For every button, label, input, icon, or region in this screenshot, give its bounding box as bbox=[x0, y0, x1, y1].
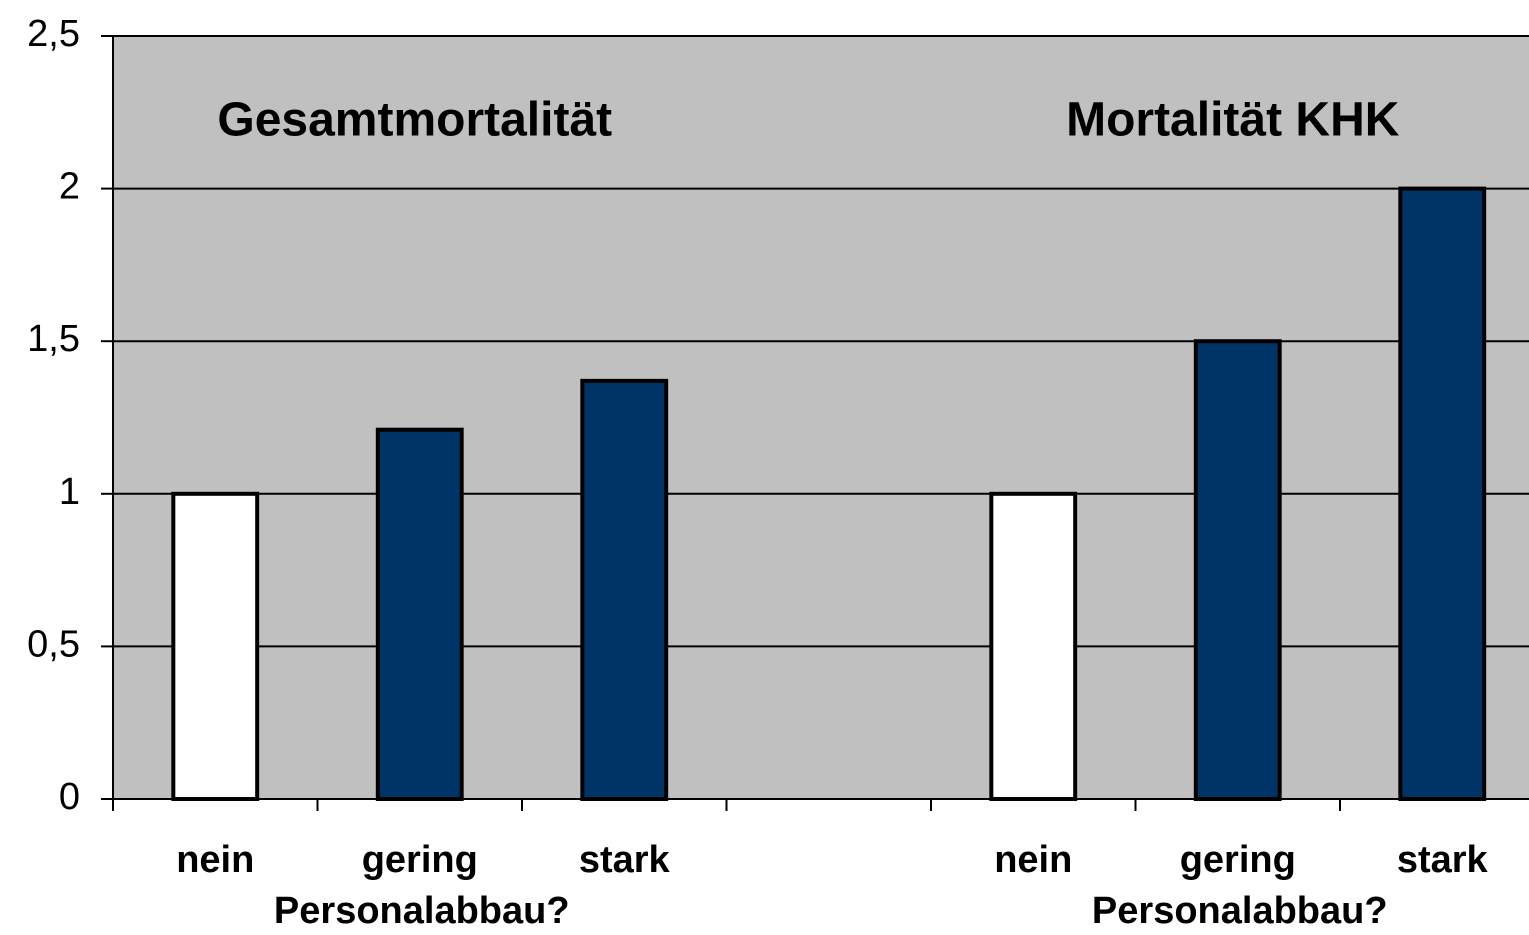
y-tick-label: 1,5 bbox=[27, 318, 80, 360]
x-axis-label: Personalabbau? bbox=[1092, 890, 1388, 932]
group-title: Gesamtmortalität bbox=[217, 94, 612, 147]
x-tick-label: gering bbox=[362, 839, 478, 881]
y-tick-label: 0 bbox=[59, 776, 80, 818]
x-tick-label: stark bbox=[1397, 839, 1489, 881]
x-tick-label: nein bbox=[994, 839, 1072, 881]
group-title: Mortalität KHK bbox=[1066, 94, 1400, 147]
bar bbox=[1193, 339, 1282, 801]
x-tick-label: stark bbox=[579, 839, 671, 881]
x-tick-label: gering bbox=[1180, 839, 1296, 881]
y-tick-label: 1 bbox=[59, 471, 80, 513]
x-tick-label: nein bbox=[176, 839, 254, 881]
bar bbox=[580, 378, 669, 801]
bar bbox=[171, 491, 260, 801]
plot-background bbox=[113, 36, 1529, 799]
x-axis-label: Personalabbau? bbox=[274, 890, 570, 932]
y-tick-label: 2 bbox=[59, 166, 80, 208]
bar bbox=[1398, 186, 1487, 802]
y-tick-label: 2,5 bbox=[27, 13, 80, 55]
y-tick-label: 0,5 bbox=[27, 623, 80, 665]
bar bbox=[375, 427, 464, 801]
bar bbox=[989, 491, 1078, 801]
